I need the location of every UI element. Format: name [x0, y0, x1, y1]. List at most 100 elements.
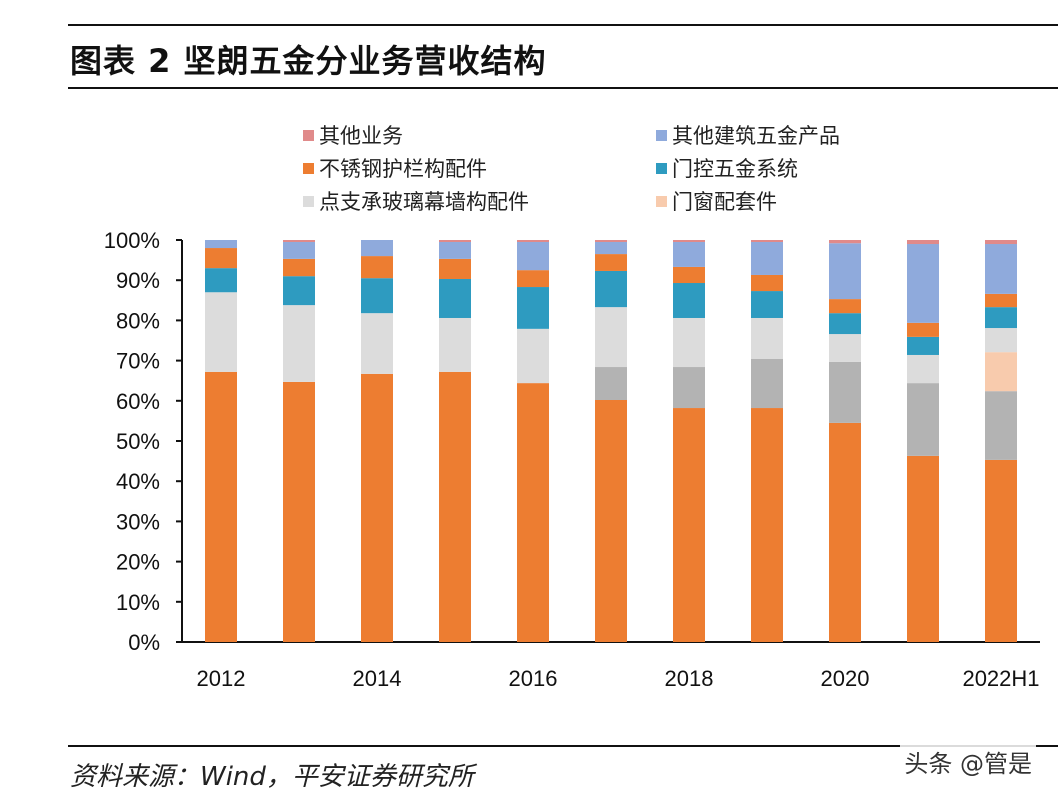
legend-swatch	[303, 162, 314, 174]
bar-segment	[205, 240, 237, 249]
bar-segment	[283, 305, 315, 382]
y-tick-label: 10%	[116, 590, 160, 615]
top-rule	[68, 24, 1058, 26]
bar-segment	[907, 244, 939, 323]
bar-segment	[283, 242, 315, 259]
legend-label: 不锈钢护栏构配件	[319, 157, 487, 181]
bar-segment	[751, 274, 783, 292]
bar-segment	[439, 278, 471, 318]
bar-segment	[595, 254, 627, 271]
bar-segment	[985, 328, 1017, 353]
bar-segment	[595, 242, 627, 255]
bar-segment	[829, 334, 861, 362]
bar-segment	[985, 240, 1017, 245]
figure-title: 图表 2 坚朗五金分业务营收结构	[70, 42, 547, 80]
bar-segment	[907, 322, 939, 337]
legend-swatch	[656, 162, 667, 174]
bar-segment	[439, 242, 471, 259]
bar-segment	[751, 242, 783, 275]
bar-segment	[985, 307, 1017, 329]
legend-swatch	[656, 195, 667, 207]
bar-segment	[361, 313, 393, 374]
bar-segment	[517, 328, 549, 384]
bar-segment	[829, 243, 861, 300]
bar-segment	[907, 354, 939, 384]
y-tick-label: 100%	[104, 228, 160, 253]
bar-segment	[439, 317, 471, 372]
bottom-rule	[68, 745, 1058, 747]
bar-segment	[751, 317, 783, 359]
bar-segment	[751, 358, 783, 409]
bar-segment	[439, 240, 471, 243]
bar-segment	[985, 391, 1017, 460]
bar-segment	[907, 455, 939, 642]
x-tick-label: 2022H1	[962, 666, 1039, 691]
legend-label: 门控五金系统	[672, 157, 798, 181]
legend-label: 点支承玻璃幕墙构配件	[319, 190, 529, 214]
bar-segment	[829, 240, 861, 244]
bar-segment	[829, 422, 861, 642]
legend-label: 门窗配套件	[672, 190, 777, 214]
bar-segment	[517, 287, 549, 329]
y-tick-label: 40%	[116, 469, 160, 494]
bar-segment	[283, 258, 315, 277]
y-tick-label: 0%	[128, 630, 160, 655]
bar-segment	[907, 240, 939, 245]
bar-segment	[205, 371, 237, 642]
bar-segment	[985, 293, 1017, 308]
legend-item: 其他建筑五金产品	[656, 120, 840, 150]
x-tick-label: 2014	[353, 666, 402, 691]
y-tick-label: 50%	[116, 429, 160, 454]
y-tick-label: 80%	[116, 308, 160, 333]
source-note: 资料来源：Wind，平安证券研究所	[70, 762, 474, 792]
y-tick-label: 30%	[116, 509, 160, 534]
watermark: 头条 @管是	[900, 744, 1036, 779]
bar-segment	[673, 408, 705, 642]
bar-segment	[673, 317, 705, 368]
bar-segment	[439, 371, 471, 642]
bar-segment	[439, 258, 471, 279]
bar-segment	[283, 276, 315, 306]
bar-segment	[595, 399, 627, 642]
y-tick-label: 20%	[116, 550, 160, 575]
bar-segment	[361, 373, 393, 642]
bar-segment	[751, 240, 783, 243]
bar-segment	[673, 283, 705, 318]
title-rule	[68, 87, 1058, 89]
bar-segment	[673, 266, 705, 284]
bar-segment	[829, 361, 861, 423]
bar-segment	[205, 292, 237, 372]
bar-segment	[673, 242, 705, 267]
legend-item: 不锈钢护栏构配件	[303, 153, 487, 183]
bar-segment	[361, 278, 393, 314]
bar-segment	[205, 268, 237, 293]
y-tick-label: 60%	[116, 389, 160, 414]
bar-segment	[907, 383, 939, 456]
legend-swatch	[303, 129, 314, 141]
bar-segment	[985, 459, 1017, 642]
bar-segment	[595, 367, 627, 400]
bar-segment	[985, 352, 1017, 392]
bar-segment	[361, 240, 393, 257]
bar-segment	[517, 383, 549, 642]
bar-segment	[907, 336, 939, 355]
bar-segment	[829, 313, 861, 335]
legend-item: 点支承玻璃幕墙构配件	[303, 186, 529, 216]
x-tick-label: 2012	[197, 666, 246, 691]
bar-segment	[751, 291, 783, 318]
bar-segment	[517, 240, 549, 243]
bar-segment	[517, 242, 549, 271]
legend-label: 其他建筑五金产品	[672, 124, 840, 148]
legend-swatch	[303, 195, 314, 207]
y-tick-label: 70%	[116, 349, 160, 374]
bar-segment	[517, 270, 549, 288]
bar-segment	[751, 408, 783, 642]
x-tick-label: 2020	[821, 666, 870, 691]
bar-segment	[985, 244, 1017, 294]
bar-segment	[361, 256, 393, 279]
legend-label: 其他业务	[319, 124, 403, 148]
bar-segment	[205, 248, 237, 269]
bar-segment	[283, 381, 315, 642]
bar-segment	[673, 367, 705, 409]
